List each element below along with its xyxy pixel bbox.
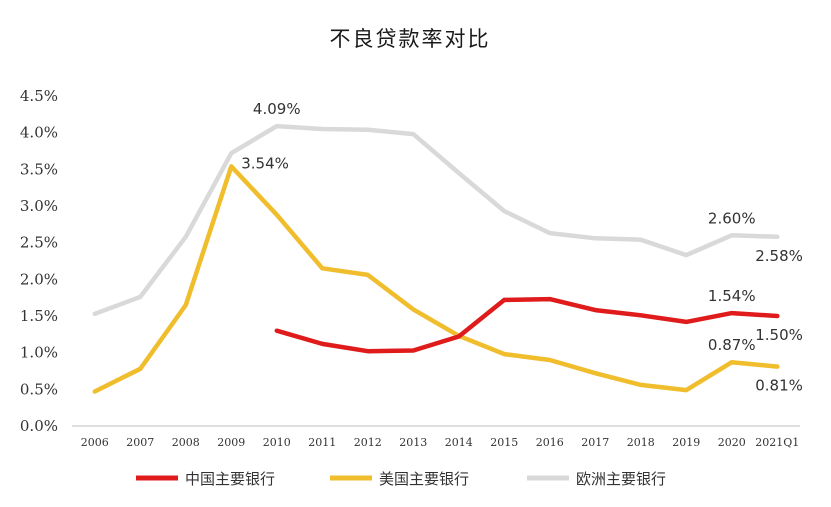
x-tick-label: 2015 xyxy=(490,436,518,449)
series-line-0 xyxy=(274,296,780,354)
y-tick-label: 0.0% xyxy=(20,417,58,435)
y-tick-label: 4.0% xyxy=(20,124,58,142)
x-tick-label: 2006 xyxy=(81,436,109,449)
series-layer xyxy=(92,123,780,394)
data-label: 0.87% xyxy=(708,336,756,354)
y-tick-label: 3.0% xyxy=(20,197,58,215)
y-tick-label: 2.5% xyxy=(20,234,58,252)
x-tick-label: 2011 xyxy=(308,436,336,449)
x-tick-label: 2020 xyxy=(718,436,746,449)
data-label: 1.54% xyxy=(708,287,756,305)
y-tick-label: 3.5% xyxy=(20,160,58,178)
y-tick-label: 2.0% xyxy=(20,270,58,288)
legend-label-2: 欧洲主要银行 xyxy=(576,470,666,488)
x-tick-label: 2016 xyxy=(536,436,564,449)
x-tick-label: 2014 xyxy=(445,436,473,449)
x-tick-label: 2012 xyxy=(354,436,382,449)
y-tick-label: 4.5% xyxy=(20,87,58,105)
data-label: 4.09% xyxy=(253,100,301,118)
x-tick-label: 2021Q1 xyxy=(755,436,799,449)
data-label: 0.81% xyxy=(755,377,803,395)
x-tick-label: 2008 xyxy=(172,436,200,449)
axis-layer: 0.0% 0.5% 1.0% 1.5% 2.0% 2.5% 3.0% 3.5% 4.0% 4.5%… xyxy=(20,87,800,449)
legend-label-1: 美国主要银行 xyxy=(379,470,469,488)
y-tick-label: 0.5% xyxy=(20,380,58,398)
data-label-layer: 4.09% 3.54% 2.60% 2.58% 1.54% 1.50%0.87% 0.81% xyxy=(241,100,803,395)
data-label: 1.50% xyxy=(755,326,803,344)
x-tick-label: 2010 xyxy=(263,436,291,449)
chart-title: 不良贷款率对比 xyxy=(330,27,491,51)
data-label: 3.54% xyxy=(241,154,289,172)
y-tick-label: 1.0% xyxy=(20,344,58,362)
series-line-2 xyxy=(92,123,780,317)
series-line-1 xyxy=(92,164,780,394)
data-label: 2.58% xyxy=(755,247,803,265)
x-tick-label: 2007 xyxy=(126,436,154,449)
legend-label-0: 中国主要银行 xyxy=(185,470,275,488)
x-tick-label: 2018 xyxy=(627,436,655,449)
x-tick-label: 2019 xyxy=(672,436,700,449)
x-tick-label: 2009 xyxy=(217,436,245,449)
y-tick-label: 1.5% xyxy=(20,307,58,325)
data-label: 2.60% xyxy=(708,209,756,227)
legend: 中国主要银行 美国主要银行 欧洲主要银行 xyxy=(136,470,666,488)
x-tick-label: 2013 xyxy=(399,436,427,449)
x-tick-label: 2017 xyxy=(581,436,609,449)
